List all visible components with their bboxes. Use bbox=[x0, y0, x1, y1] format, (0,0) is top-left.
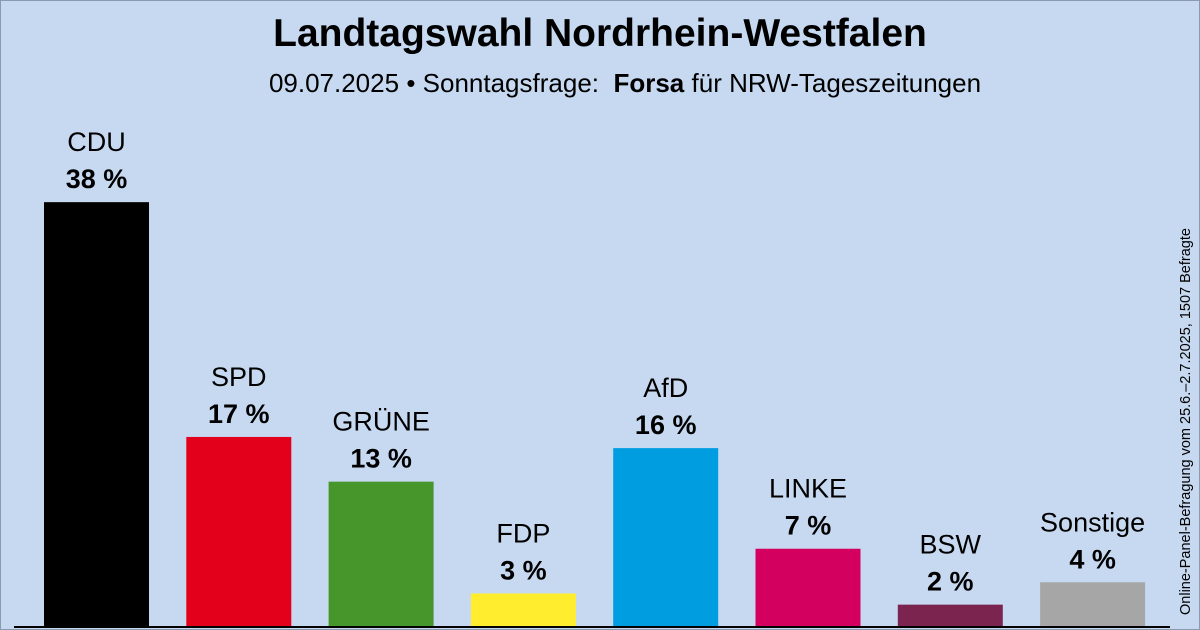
bar-grune bbox=[328, 481, 434, 627]
value-label-afd: 16 % bbox=[635, 410, 697, 440]
value-label-linke: 7 % bbox=[785, 511, 832, 541]
value-label-spd: 17 % bbox=[208, 399, 270, 429]
category-label-linke: LINKE bbox=[769, 474, 847, 504]
category-label-spd: SPD bbox=[211, 362, 267, 392]
category-label-fdp: FDP bbox=[496, 518, 550, 548]
poll-institute: Forsa bbox=[613, 68, 685, 98]
category-label-grune: GRÜNE bbox=[332, 407, 430, 437]
category-label-afd: AfD bbox=[643, 373, 688, 403]
bar-cdu bbox=[44, 202, 149, 627]
value-label-cdu: 38 % bbox=[66, 164, 128, 194]
bar-afd bbox=[613, 448, 719, 627]
chart-title: Landtagswahl Nordrhein-Westfalen bbox=[273, 12, 927, 55]
category-label-bsw: BSW bbox=[920, 530, 982, 560]
poll-type: Sonntagsfrage: bbox=[422, 68, 600, 98]
poll-date: 09.07.2025 bbox=[268, 68, 400, 98]
value-label-bsw: 2 % bbox=[927, 567, 974, 597]
value-label-grune: 13 % bbox=[350, 444, 412, 474]
bar-spd bbox=[186, 436, 292, 627]
bar-bsw bbox=[897, 604, 1003, 627]
category-label-cdu: CDU bbox=[67, 127, 126, 157]
bar-fdp bbox=[470, 593, 576, 627]
poll-client: für NRW-Tageszeitungen bbox=[691, 68, 982, 98]
value-label-fdp: 3 % bbox=[500, 555, 547, 585]
value-label-sonstige: 4 % bbox=[1069, 544, 1116, 574]
bar-sonstige bbox=[1040, 582, 1146, 627]
subtitle-separator: • bbox=[406, 68, 416, 98]
chart-subtitle: 09.07.2025 • Sonntagsfrage: Forsa für NR… bbox=[0, 68, 1200, 99]
bar-linke bbox=[755, 548, 861, 627]
category-label-sonstige: Sonstige bbox=[1040, 507, 1145, 537]
